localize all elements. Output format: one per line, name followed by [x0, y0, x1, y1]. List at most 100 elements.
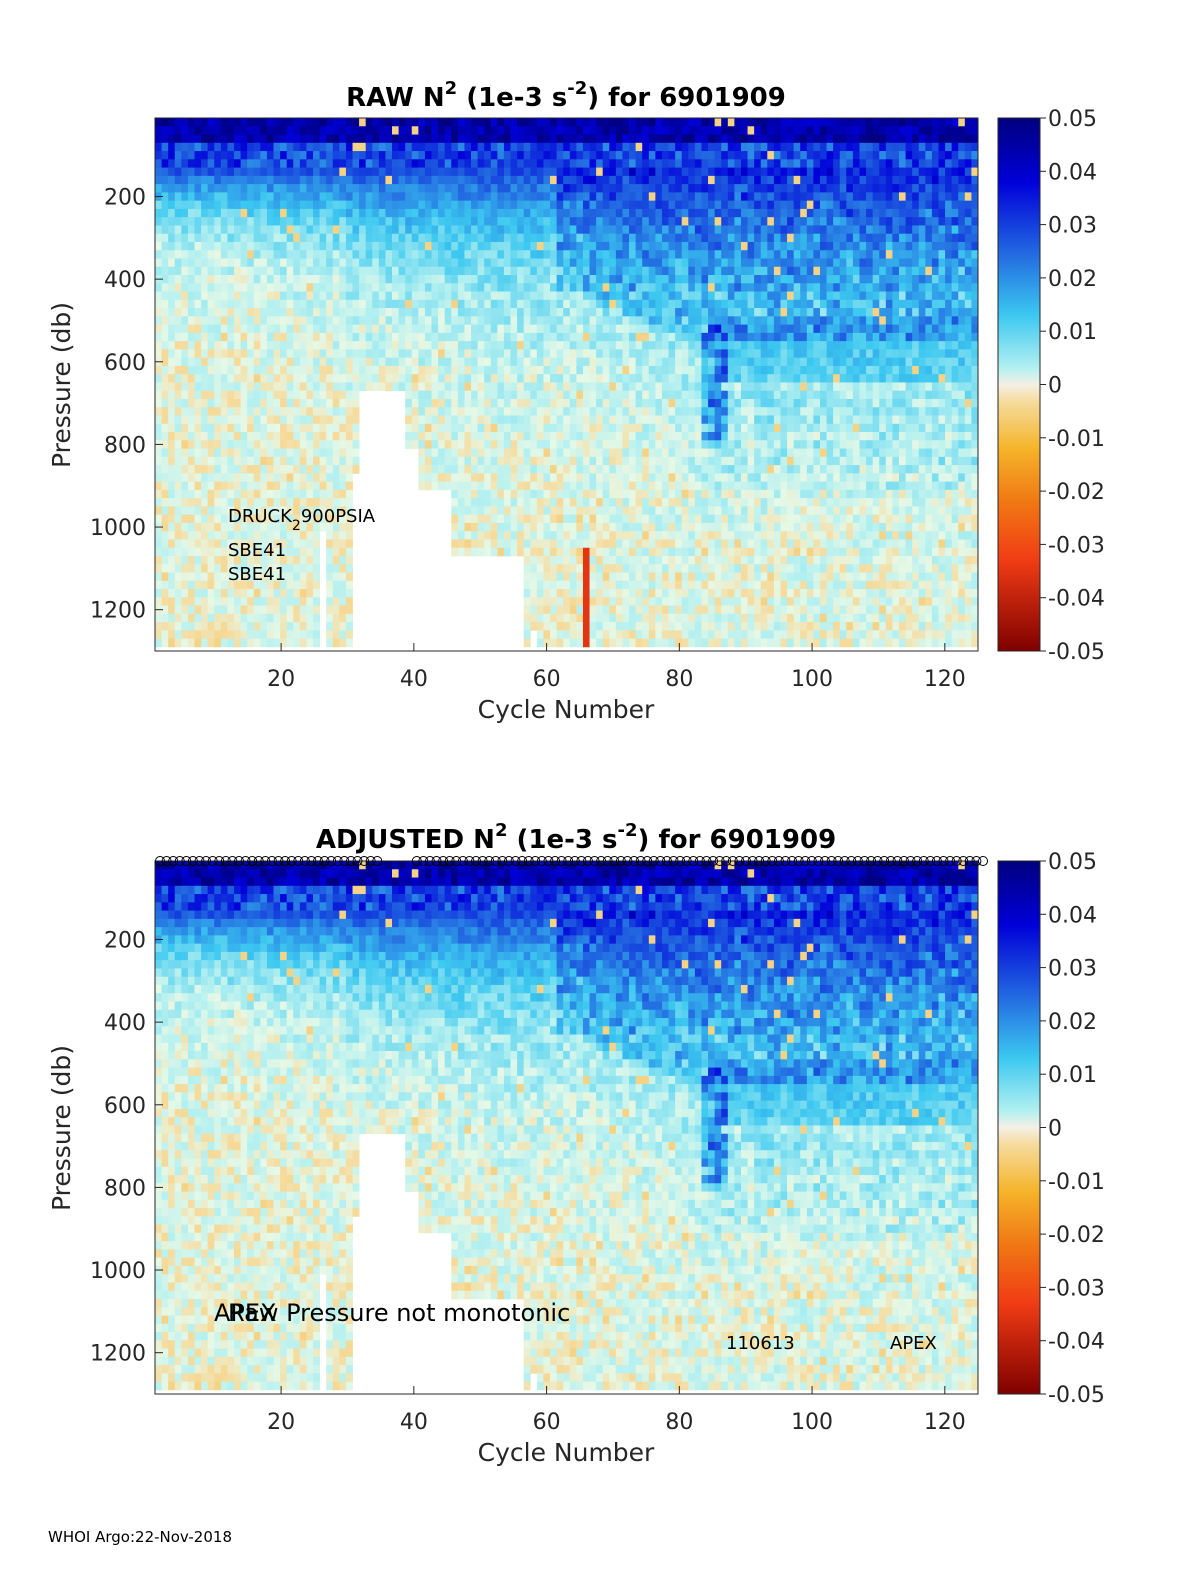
- heat-cell: [187, 167, 195, 177]
- heat-cell: [708, 580, 716, 590]
- heat-cell: [484, 324, 492, 334]
- heat-cell: [247, 283, 255, 292]
- heat-cell: [286, 308, 294, 317]
- heat-cell: [411, 423, 419, 433]
- heat-cell: [266, 241, 274, 251]
- heat-cell: [451, 341, 459, 350]
- heat-cell: [523, 316, 531, 325]
- heat-cell: [655, 283, 663, 292]
- heat-cell: [536, 555, 544, 565]
- heat-cell: [635, 555, 643, 565]
- heat-cell: [451, 415, 459, 425]
- heat-cell: [490, 365, 498, 375]
- heat-cell: [174, 572, 182, 582]
- heat-cell: [517, 531, 525, 540]
- heat-cell: [569, 539, 577, 549]
- heat-cell: [181, 597, 189, 606]
- heat-cell: [253, 200, 261, 210]
- heat-cell: [688, 622, 696, 631]
- heat-cell: [464, 241, 472, 251]
- heat-cell: [392, 225, 399, 235]
- heat-cell: [220, 208, 228, 218]
- heat-cell: [293, 275, 301, 284]
- heat-cell: [253, 167, 261, 177]
- heat-cell: [675, 349, 683, 359]
- heat-cell: [477, 456, 485, 466]
- heat-cell: [444, 398, 452, 408]
- heat-cell: [444, 283, 452, 292]
- heat-cell: [457, 448, 465, 458]
- heat-cell: [589, 118, 597, 127]
- heat-cell: [332, 630, 340, 639]
- heat-cell: [319, 448, 327, 458]
- heat-cell: [596, 572, 604, 582]
- heat-cell: [661, 415, 669, 425]
- heat-cell: [398, 134, 406, 144]
- heat-cell: [411, 134, 419, 144]
- heat-cell: [260, 473, 268, 482]
- heat-cell: [359, 126, 367, 135]
- heat-cell: [563, 613, 571, 623]
- heat-cell: [444, 241, 452, 251]
- heat-cell: [708, 217, 716, 226]
- heat-cell: [675, 225, 683, 235]
- heat-cell: [510, 167, 518, 177]
- heat-cell: [596, 481, 604, 491]
- heat-cell: [359, 241, 367, 251]
- heat-cell: [503, 142, 511, 152]
- heat-cell: [681, 316, 689, 325]
- heat-cell: [497, 250, 505, 259]
- heat-cell: [168, 151, 176, 160]
- heat-cell: [293, 613, 301, 623]
- heat-cell: [201, 423, 209, 433]
- heat-cell: [345, 531, 353, 540]
- heat-cell: [688, 423, 696, 433]
- heat-cell: [681, 266, 689, 276]
- heat-cell: [438, 448, 446, 458]
- heat-cell: [339, 126, 347, 135]
- heat-cell: [675, 374, 683, 383]
- heat-cell: [550, 275, 558, 284]
- heat-cell: [438, 118, 446, 127]
- heat-cell: [220, 531, 228, 540]
- heat-cell: [582, 522, 590, 532]
- heat-cell: [530, 258, 538, 268]
- heat-cell: [550, 489, 558, 499]
- heat-cell: [681, 589, 689, 598]
- heat-cell: [431, 275, 439, 284]
- heat-cell: [694, 489, 702, 499]
- heat-cell: [345, 142, 353, 152]
- heat-cell: [615, 341, 623, 350]
- heat-cell: [642, 275, 650, 284]
- heat-cell: [273, 167, 281, 177]
- heat-cell: [530, 332, 538, 342]
- heat-cell: [490, 481, 498, 491]
- heat-cell: [339, 597, 347, 606]
- heat-cell: [714, 432, 722, 441]
- heat-cell: [550, 208, 558, 218]
- heat-cell: [168, 390, 176, 400]
- heat-cell: [622, 175, 630, 185]
- heat-cell: [260, 382, 268, 392]
- heat-cell: [332, 241, 340, 251]
- heat-cell: [648, 357, 656, 367]
- heat-cell: [596, 175, 604, 185]
- heat-cell: [319, 341, 327, 350]
- heat-cell: [661, 555, 669, 565]
- heat-cell: [411, 118, 419, 127]
- heat-cell: [701, 390, 709, 400]
- heat-cell: [629, 225, 637, 235]
- heat-cell: [708, 167, 716, 177]
- heat-cell: [247, 630, 255, 639]
- heat-cell: [464, 382, 472, 392]
- heat-cell: [326, 465, 334, 474]
- heat-cell: [438, 349, 446, 359]
- heat-cell: [451, 440, 459, 449]
- heat-cell: [523, 341, 531, 350]
- heat-cell: [556, 630, 564, 639]
- heat-cell: [207, 390, 215, 400]
- heat-cell: [161, 506, 169, 516]
- heat-cell: [174, 605, 182, 615]
- heat-cell: [418, 175, 426, 185]
- heat-cell: [405, 316, 413, 325]
